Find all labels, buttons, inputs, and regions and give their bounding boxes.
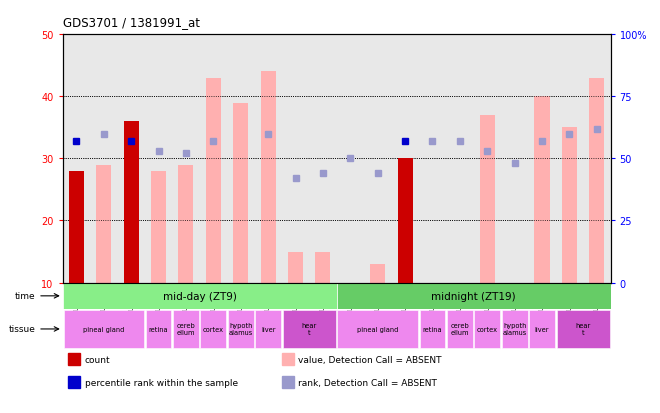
Bar bbox=[446, 35, 473, 283]
Bar bbox=[146, 310, 172, 348]
Bar bbox=[337, 35, 364, 283]
Bar bbox=[282, 35, 309, 283]
Bar bbox=[261, 72, 276, 283]
Text: time: time bbox=[15, 292, 36, 301]
Text: cortex: cortex bbox=[203, 326, 224, 332]
Text: pineal gland: pineal gland bbox=[83, 326, 125, 332]
Bar bbox=[227, 35, 255, 283]
Text: midnight (ZT19): midnight (ZT19) bbox=[431, 291, 516, 301]
Bar bbox=[535, 97, 550, 283]
Bar bbox=[529, 35, 556, 283]
Bar bbox=[123, 122, 139, 283]
Bar bbox=[178, 165, 193, 283]
Text: GDS3701 / 1381991_at: GDS3701 / 1381991_at bbox=[63, 16, 200, 29]
Bar bbox=[529, 310, 555, 348]
Text: cortex: cortex bbox=[477, 326, 498, 332]
Bar bbox=[206, 78, 221, 283]
Bar bbox=[315, 252, 331, 283]
Text: liver: liver bbox=[535, 326, 549, 332]
Bar bbox=[199, 35, 227, 283]
Text: hear
t: hear t bbox=[302, 323, 317, 336]
Bar bbox=[337, 310, 418, 348]
Bar bbox=[228, 310, 253, 348]
Bar bbox=[201, 310, 226, 348]
Bar bbox=[474, 35, 501, 283]
Bar bbox=[282, 353, 294, 365]
Text: tissue: tissue bbox=[9, 325, 36, 334]
Bar bbox=[418, 35, 446, 283]
Bar bbox=[63, 35, 90, 283]
Bar bbox=[151, 171, 166, 283]
Text: hear
t: hear t bbox=[576, 323, 591, 336]
Bar bbox=[562, 128, 577, 283]
Bar bbox=[309, 35, 337, 283]
Bar bbox=[480, 116, 495, 283]
Bar bbox=[337, 283, 610, 309]
Text: pineal gland: pineal gland bbox=[357, 326, 399, 332]
Bar bbox=[255, 310, 281, 348]
Text: rank, Detection Call = ABSENT: rank, Detection Call = ABSENT bbox=[298, 378, 437, 387]
Bar bbox=[63, 283, 337, 309]
Bar bbox=[96, 165, 112, 283]
Bar bbox=[583, 35, 611, 283]
Bar bbox=[282, 310, 336, 348]
Bar bbox=[447, 310, 473, 348]
Bar bbox=[173, 310, 199, 348]
Text: retina: retina bbox=[148, 326, 168, 332]
Bar bbox=[282, 376, 294, 388]
Text: cereb
ellum: cereb ellum bbox=[451, 323, 469, 336]
Bar bbox=[90, 35, 117, 283]
Text: mid-day (ZT9): mid-day (ZT9) bbox=[163, 291, 236, 301]
Bar bbox=[391, 35, 418, 283]
Bar bbox=[63, 310, 144, 348]
Bar bbox=[117, 35, 145, 283]
Bar bbox=[475, 310, 500, 348]
Bar bbox=[172, 35, 200, 283]
Text: percentile rank within the sample: percentile rank within the sample bbox=[84, 378, 238, 387]
Bar bbox=[233, 103, 248, 283]
Bar bbox=[364, 35, 391, 283]
Text: liver: liver bbox=[261, 326, 275, 332]
Bar bbox=[255, 35, 282, 283]
Text: hypoth
alamus: hypoth alamus bbox=[228, 323, 253, 336]
Text: count: count bbox=[84, 355, 110, 364]
Text: hypoth
alamus: hypoth alamus bbox=[502, 323, 527, 336]
Text: retina: retina bbox=[422, 326, 442, 332]
Bar bbox=[420, 310, 446, 348]
Bar bbox=[68, 376, 81, 388]
Text: cereb
ellum: cereb ellum bbox=[177, 323, 195, 336]
Bar bbox=[145, 35, 172, 283]
Bar bbox=[370, 264, 385, 283]
Bar bbox=[397, 159, 412, 283]
Bar bbox=[502, 310, 527, 348]
Bar bbox=[69, 171, 84, 283]
Bar bbox=[68, 353, 81, 365]
Bar bbox=[556, 310, 610, 348]
Bar bbox=[589, 78, 605, 283]
Bar bbox=[501, 35, 529, 283]
Bar bbox=[556, 35, 583, 283]
Bar bbox=[288, 252, 303, 283]
Text: value, Detection Call = ABSENT: value, Detection Call = ABSENT bbox=[298, 355, 442, 364]
